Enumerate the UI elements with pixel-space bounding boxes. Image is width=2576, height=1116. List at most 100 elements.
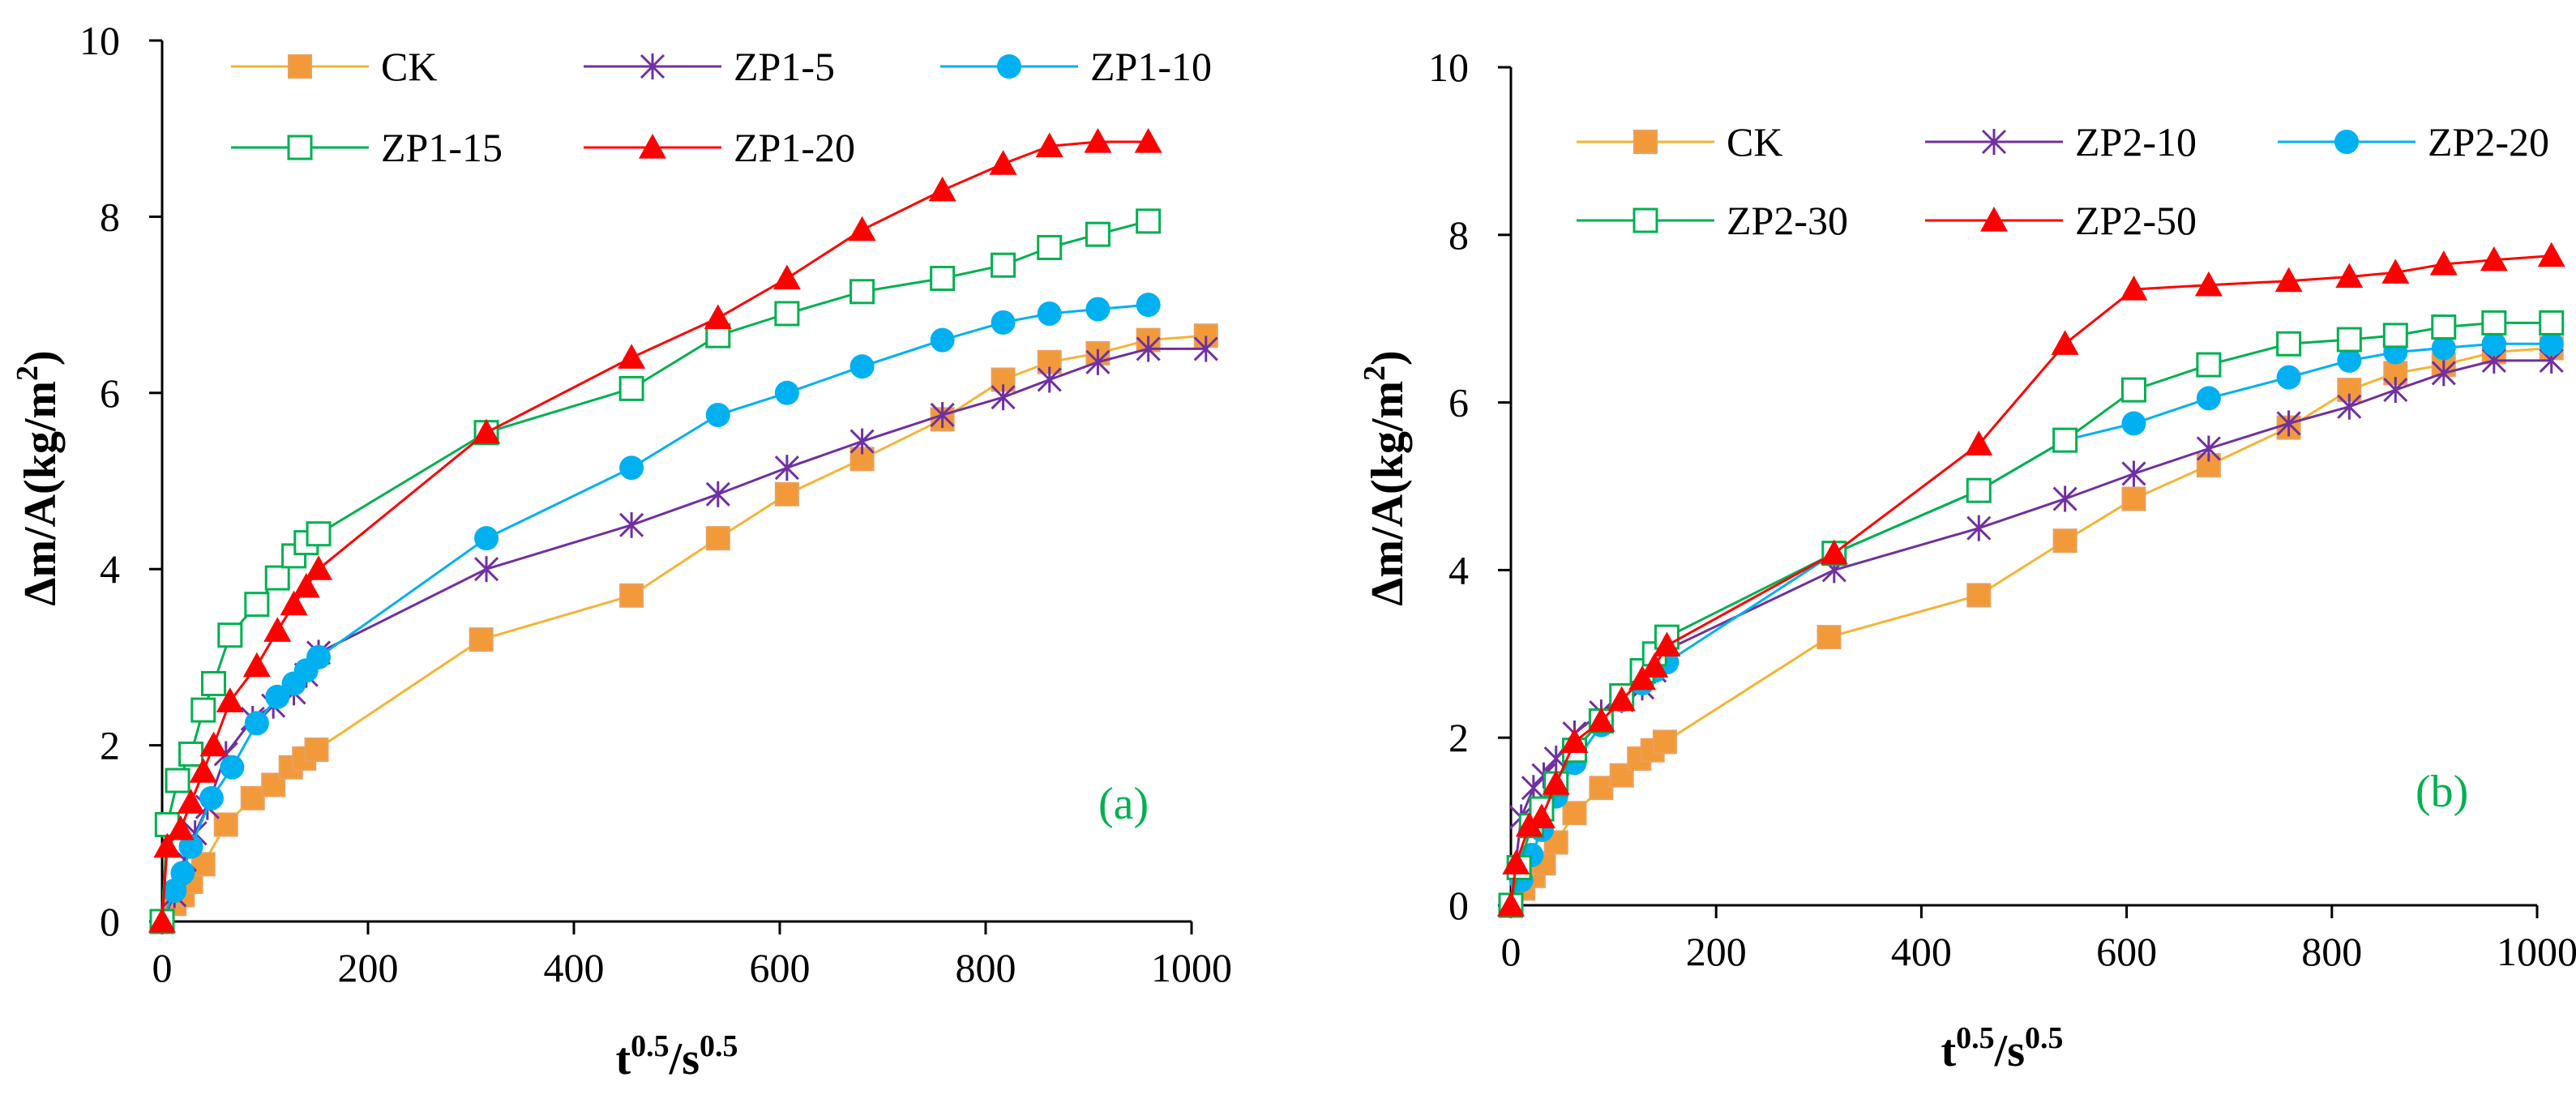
- data-point-zp1-20: [242, 652, 271, 678]
- data-point-zp2-50: [1560, 728, 1589, 753]
- x-tick-label: 0: [152, 945, 173, 990]
- data-point-zp2-50: [1502, 849, 1530, 874]
- data-point-zp1-20: [166, 815, 195, 840]
- data-point-zp1-20: [305, 555, 333, 580]
- data-point-zp2-10: [2431, 360, 2456, 387]
- data-point-zp1-20: [153, 832, 182, 858]
- data-point-zp1-10: [474, 526, 499, 551]
- data-point-ck: [2121, 486, 2146, 511]
- data-point-zp1-10: [306, 644, 332, 669]
- data-point-zp2-30: [1966, 477, 1992, 503]
- data-point-zp1-20: [618, 344, 646, 369]
- legend-label: CK: [1727, 119, 1782, 165]
- data-point-zp1-20: [772, 264, 801, 290]
- legend-label: ZP1-5: [734, 44, 835, 89]
- data-point-zp2-20: [2481, 331, 2506, 357]
- data-point-zp2-20: [2539, 331, 2564, 357]
- data-point-ck: [240, 785, 265, 810]
- data-point-zp1-15: [849, 279, 875, 305]
- data-point-zp1-10: [199, 785, 224, 810]
- data-point-zp1-5: [930, 401, 955, 428]
- data-point-zp2-30: [2336, 327, 2362, 353]
- series-zp1-20: [148, 128, 1162, 933]
- y-tick-label: 6: [100, 370, 120, 416]
- x-tick-label: 400: [1891, 929, 1952, 974]
- panel-label: (a): [1098, 779, 1149, 829]
- y-tick-label: 10: [79, 18, 120, 63]
- data-point-zp1-15: [217, 622, 243, 648]
- legend-marker: [1633, 130, 1658, 154]
- x-tick-label: 200: [338, 945, 399, 990]
- data-point-zp2-30: [2539, 310, 2565, 336]
- data-point-zp1-20: [989, 150, 1017, 175]
- data-point-zp1-20: [848, 216, 876, 242]
- data-point-zp1-10: [849, 354, 875, 379]
- panel-label: (b): [2416, 767, 2468, 817]
- legend-marker: [1981, 129, 2007, 155]
- data-point-zp1-20: [1134, 128, 1162, 153]
- data-point-zp2-10: [1966, 515, 1992, 541]
- x-tick-label: 200: [1686, 929, 1747, 974]
- y-tick-label: 2: [1448, 715, 1469, 760]
- data-point-zp1-15: [244, 592, 270, 618]
- data-point-ck: [1652, 729, 1677, 755]
- data-point-zp2-50: [1515, 811, 1543, 837]
- series-line-zp2-50: [1509, 254, 2552, 906]
- data-point-zp1-20: [292, 572, 320, 598]
- data-point-zp1-10: [178, 834, 203, 859]
- legend-label: ZP1-20: [734, 125, 855, 170]
- legend-label: ZP2-10: [2075, 119, 2197, 165]
- data-point-zp2-50: [2051, 330, 2079, 355]
- data-point-zp1-15: [264, 565, 290, 591]
- data-point-ck: [1589, 776, 1614, 801]
- y-tick-label: 8: [100, 194, 120, 239]
- x-axis-title: t0.5/s0.5: [615, 1029, 738, 1084]
- data-point-zp1-15: [1037, 234, 1063, 260]
- data-point-zp1-5: [991, 384, 1016, 411]
- y-tick-label: 4: [100, 546, 120, 592]
- legend-label: ZP2-20: [2428, 119, 2549, 165]
- legend-marker: [287, 135, 313, 160]
- data-point-zp1-10: [1136, 293, 1161, 318]
- data-point-zp1-5: [619, 511, 644, 538]
- data-point-ck: [774, 481, 799, 507]
- data-point-zp1-15: [201, 671, 226, 697]
- legend-marker: [640, 53, 665, 79]
- legend-label: ZP2-50: [2075, 198, 2197, 243]
- x-tick-label: 400: [544, 945, 605, 990]
- data-point-zp2-50: [2120, 276, 2148, 301]
- y-tick-label: 2: [100, 723, 120, 768]
- data-point-zp2-30: [2120, 377, 2146, 403]
- data-point-zp1-15: [165, 768, 190, 793]
- data-point-zp1-10: [220, 755, 245, 780]
- data-point-zp2-50: [1527, 803, 1555, 829]
- data-point-zp1-10: [705, 402, 730, 427]
- data-point-zp2-50: [2335, 263, 2364, 289]
- data-point-zp1-5: [1193, 336, 1218, 362]
- data-point-zp2-50: [1607, 686, 1636, 712]
- data-point-zp1-10: [930, 327, 955, 353]
- legend-label: ZP2-30: [1727, 198, 1848, 243]
- legend-label: CK: [381, 44, 437, 89]
- data-point-zp1-20: [1035, 132, 1063, 158]
- series-zp1-10: [150, 293, 1161, 934]
- data-point-zp2-10: [2052, 485, 2077, 512]
- x-axis-title: t0.5/s0.5: [1941, 1021, 2063, 1076]
- data-point-zp1-10: [774, 380, 799, 405]
- x-tick-label: 600: [750, 945, 811, 990]
- y-axis-title: Δm/A(kg/m2): [1358, 350, 1413, 605]
- data-point-ck: [1816, 625, 1842, 650]
- data-point-zp2-50: [1965, 430, 1993, 455]
- data-point-zp1-20: [199, 731, 228, 757]
- data-point-zp2-10: [2337, 393, 2362, 420]
- data-point-zp2-20: [2196, 386, 2221, 411]
- data-point-zp2-50: [2537, 242, 2565, 267]
- data-point-ck: [1966, 583, 1992, 608]
- data-point-zp1-15: [930, 265, 956, 291]
- data-point-zp2-30: [2431, 314, 2457, 340]
- series-line-zp2-10: [1509, 359, 2552, 906]
- chart-panel-a: 0 200 400 600 800 1000 0 2 4 6 8 10 t0.5/s0.5 Δm/A(kg…: [11, 18, 1232, 1084]
- x-tick-label: 600: [2096, 929, 2157, 974]
- data-point-zp1-20: [280, 590, 308, 616]
- data-point-zp1-20: [263, 617, 292, 642]
